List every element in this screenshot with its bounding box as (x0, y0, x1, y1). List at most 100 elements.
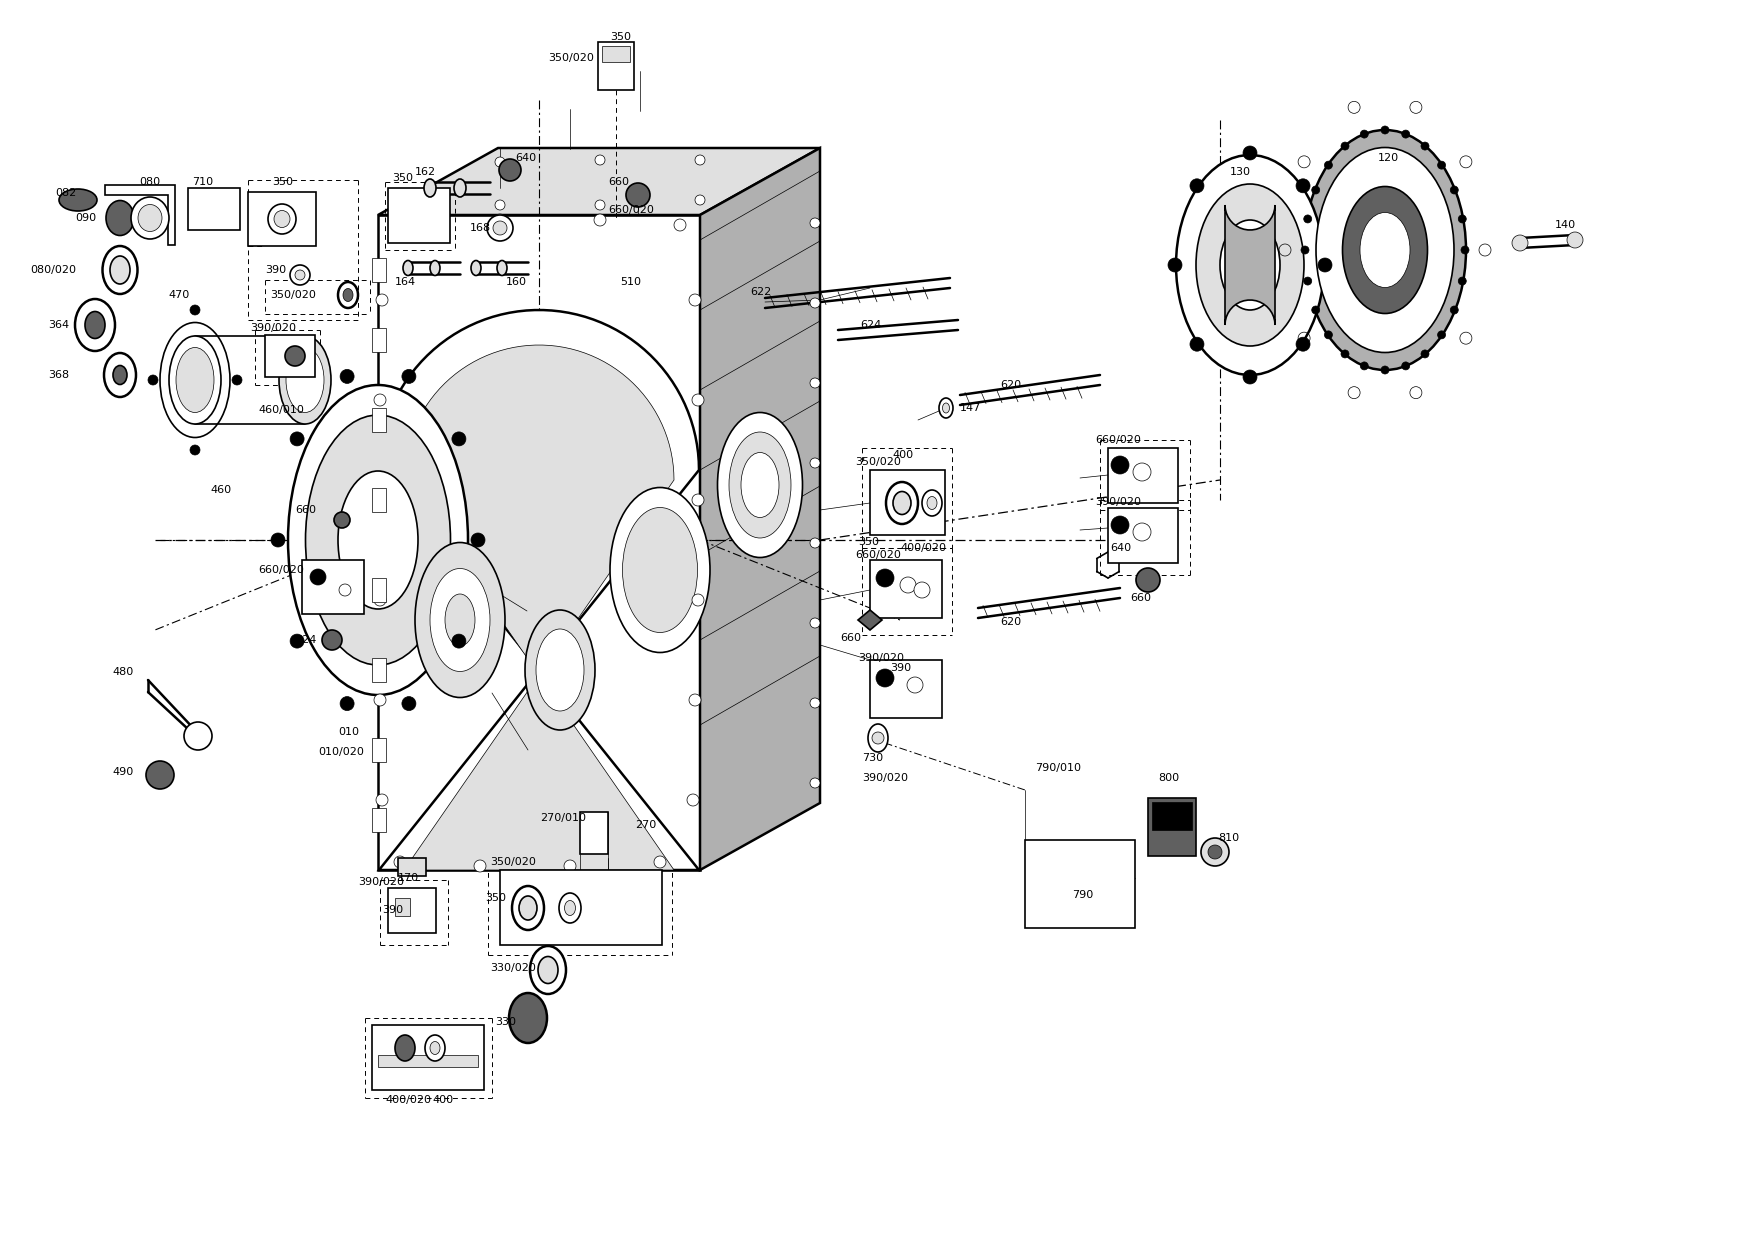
Text: 010: 010 (339, 727, 360, 737)
Circle shape (488, 215, 512, 241)
Text: 270/010: 270/010 (540, 813, 586, 823)
Bar (372, 578, 386, 601)
Circle shape (340, 697, 354, 711)
Circle shape (495, 157, 505, 167)
Text: 622: 622 (751, 286, 772, 298)
Bar (1109, 448, 1179, 503)
Text: 164: 164 (395, 277, 416, 286)
Circle shape (900, 577, 916, 593)
Text: 082: 082 (54, 188, 75, 198)
Bar (372, 489, 386, 512)
Text: 368: 368 (47, 370, 68, 379)
Text: 350/020: 350/020 (547, 53, 595, 63)
Circle shape (875, 569, 895, 587)
Text: 424: 424 (295, 635, 316, 645)
Circle shape (1189, 337, 1203, 351)
Circle shape (693, 394, 703, 405)
Circle shape (626, 184, 651, 207)
Circle shape (693, 594, 703, 606)
Circle shape (289, 634, 303, 649)
Circle shape (395, 856, 405, 868)
Bar (302, 560, 365, 614)
Ellipse shape (339, 281, 358, 308)
Text: 480: 480 (112, 667, 133, 677)
Ellipse shape (512, 887, 544, 930)
Ellipse shape (403, 260, 412, 275)
Circle shape (1133, 523, 1151, 541)
Text: 170: 170 (398, 873, 419, 883)
Text: 330: 330 (495, 1017, 516, 1027)
Circle shape (1401, 130, 1410, 138)
Ellipse shape (274, 211, 289, 227)
Ellipse shape (75, 299, 116, 351)
Text: 790/010: 790/010 (1035, 763, 1080, 773)
Text: 710: 710 (191, 177, 214, 187)
Bar (388, 188, 451, 243)
Circle shape (1244, 146, 1258, 160)
Text: 120: 120 (1379, 153, 1400, 162)
Ellipse shape (565, 900, 575, 915)
Text: 400/020: 400/020 (384, 1095, 431, 1105)
Circle shape (333, 512, 351, 528)
Circle shape (689, 294, 702, 306)
Bar (598, 42, 633, 91)
Circle shape (374, 694, 386, 706)
Ellipse shape (430, 260, 440, 275)
Bar (870, 660, 942, 718)
Circle shape (453, 634, 467, 649)
Circle shape (310, 569, 326, 585)
Circle shape (1209, 844, 1223, 859)
Polygon shape (379, 148, 821, 215)
Text: 160: 160 (505, 277, 526, 286)
Ellipse shape (1221, 219, 1280, 310)
Circle shape (810, 378, 821, 388)
Ellipse shape (1359, 212, 1410, 288)
Text: 620: 620 (1000, 618, 1021, 627)
Circle shape (1312, 186, 1319, 193)
Ellipse shape (175, 347, 214, 413)
Text: 364: 364 (47, 320, 68, 330)
Circle shape (1361, 130, 1368, 138)
Ellipse shape (395, 1035, 416, 1061)
Text: 460/010: 460/010 (258, 405, 303, 415)
Ellipse shape (1316, 148, 1454, 352)
Circle shape (1296, 179, 1310, 192)
Text: 400: 400 (431, 1095, 453, 1105)
Circle shape (375, 294, 388, 306)
Ellipse shape (938, 398, 952, 418)
Bar (372, 408, 386, 432)
Text: 390/020: 390/020 (861, 773, 909, 782)
Text: 350: 350 (486, 893, 505, 903)
Text: 390: 390 (265, 265, 286, 275)
Circle shape (339, 584, 351, 596)
Circle shape (1438, 161, 1445, 169)
Text: 390/020: 390/020 (251, 322, 296, 334)
Bar (265, 335, 316, 377)
Circle shape (495, 200, 505, 210)
Circle shape (695, 155, 705, 165)
Circle shape (1244, 370, 1258, 384)
Circle shape (402, 697, 416, 711)
Circle shape (1324, 161, 1333, 169)
Circle shape (374, 594, 386, 606)
Text: 162: 162 (416, 167, 437, 177)
Ellipse shape (610, 487, 710, 652)
Circle shape (1301, 246, 1308, 254)
Circle shape (1201, 838, 1230, 866)
Circle shape (872, 732, 884, 744)
Circle shape (1421, 143, 1430, 150)
Circle shape (1189, 179, 1203, 192)
Circle shape (184, 722, 212, 750)
Text: 390: 390 (889, 663, 910, 673)
Circle shape (1137, 568, 1159, 591)
Ellipse shape (339, 471, 417, 609)
Circle shape (1458, 215, 1466, 223)
Text: 790: 790 (1072, 890, 1093, 900)
Bar (379, 1055, 479, 1066)
Text: 660: 660 (840, 632, 861, 644)
Text: 350: 350 (391, 174, 412, 184)
Ellipse shape (430, 1042, 440, 1054)
Ellipse shape (530, 946, 567, 994)
Circle shape (1342, 143, 1349, 150)
Bar (372, 1025, 484, 1090)
